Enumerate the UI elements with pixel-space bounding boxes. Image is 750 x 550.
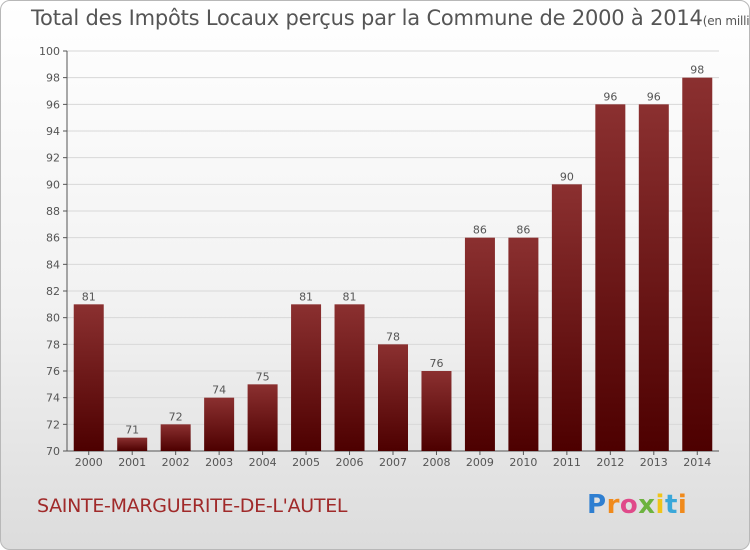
data-label: 96 (603, 90, 617, 103)
commune-name: SAINTE-MARGUERITE-DE-L'AUTEL (37, 495, 348, 517)
y-tick-label: 90 (46, 178, 60, 191)
bar (682, 77, 713, 452)
x-tick-label: 2004 (249, 456, 277, 469)
x-tick-label: 2005 (292, 456, 320, 469)
data-label: 75 (256, 370, 270, 383)
y-tick-label: 70 (46, 445, 60, 458)
data-label: 81 (343, 290, 357, 303)
data-label: 81 (82, 290, 96, 303)
y-tick-label: 88 (46, 205, 60, 218)
data-label: 86 (516, 224, 530, 237)
data-label: 98 (690, 64, 704, 77)
x-tick-label: 2008 (422, 456, 450, 469)
y-tick-label: 94 (46, 125, 60, 138)
data-label: 76 (429, 357, 443, 370)
y-tick-label: 76 (46, 365, 60, 378)
bar (551, 184, 582, 452)
bar (595, 104, 626, 451)
y-tick-label: 80 (46, 312, 60, 325)
data-label: 71 (125, 424, 139, 437)
proxiti-logo: Proxiti (587, 490, 688, 520)
bar (73, 304, 104, 451)
data-label: 81 (299, 290, 313, 303)
data-label: 72 (169, 410, 183, 423)
x-tick-label: 2013 (640, 456, 668, 469)
x-tick-label: 2014 (683, 456, 711, 469)
bar (117, 437, 148, 451)
bar (160, 424, 191, 451)
y-tick-label: 100 (39, 45, 60, 58)
data-label: 96 (647, 90, 661, 103)
x-tick-label: 2012 (596, 456, 624, 469)
y-tick-label: 96 (46, 98, 60, 111)
y-tick-label: 82 (46, 285, 60, 298)
bar (378, 344, 408, 451)
x-tick-label: 2009 (466, 456, 494, 469)
bar (421, 371, 452, 451)
bar (204, 397, 235, 451)
chart-unit: (en milliers d'€) (702, 14, 750, 28)
bar (508, 237, 539, 451)
x-tick-label: 2002 (162, 456, 190, 469)
x-tick-label: 2006 (336, 456, 364, 469)
y-tick-label: 78 (46, 338, 60, 351)
y-tick-label: 84 (46, 258, 60, 271)
bar (334, 304, 365, 451)
bar (464, 237, 495, 451)
bar (638, 104, 669, 451)
x-tick-label: 2003 (205, 456, 233, 469)
chart-title: Total des Impôts Locaux perçus par la Co… (31, 6, 750, 30)
x-tick-label: 2011 (553, 456, 581, 469)
data-label: 78 (386, 330, 400, 343)
x-tick-label: 2010 (509, 456, 537, 469)
x-tick-label: 2000 (75, 456, 103, 469)
data-label: 74 (212, 384, 226, 397)
y-tick-label: 72 (46, 418, 60, 431)
data-label: 90 (560, 170, 574, 183)
chart-title-text: Total des Impôts Locaux perçus par la Co… (31, 6, 703, 30)
x-tick-label: 2007 (379, 456, 407, 469)
y-tick-label: 74 (46, 392, 60, 405)
y-tick-label: 92 (46, 152, 60, 165)
data-label: 86 (473, 224, 487, 237)
bar (291, 304, 322, 451)
bar (247, 384, 278, 451)
y-tick-label: 86 (46, 232, 60, 245)
y-tick-label: 98 (46, 72, 60, 85)
x-tick-label: 2001 (118, 456, 146, 469)
